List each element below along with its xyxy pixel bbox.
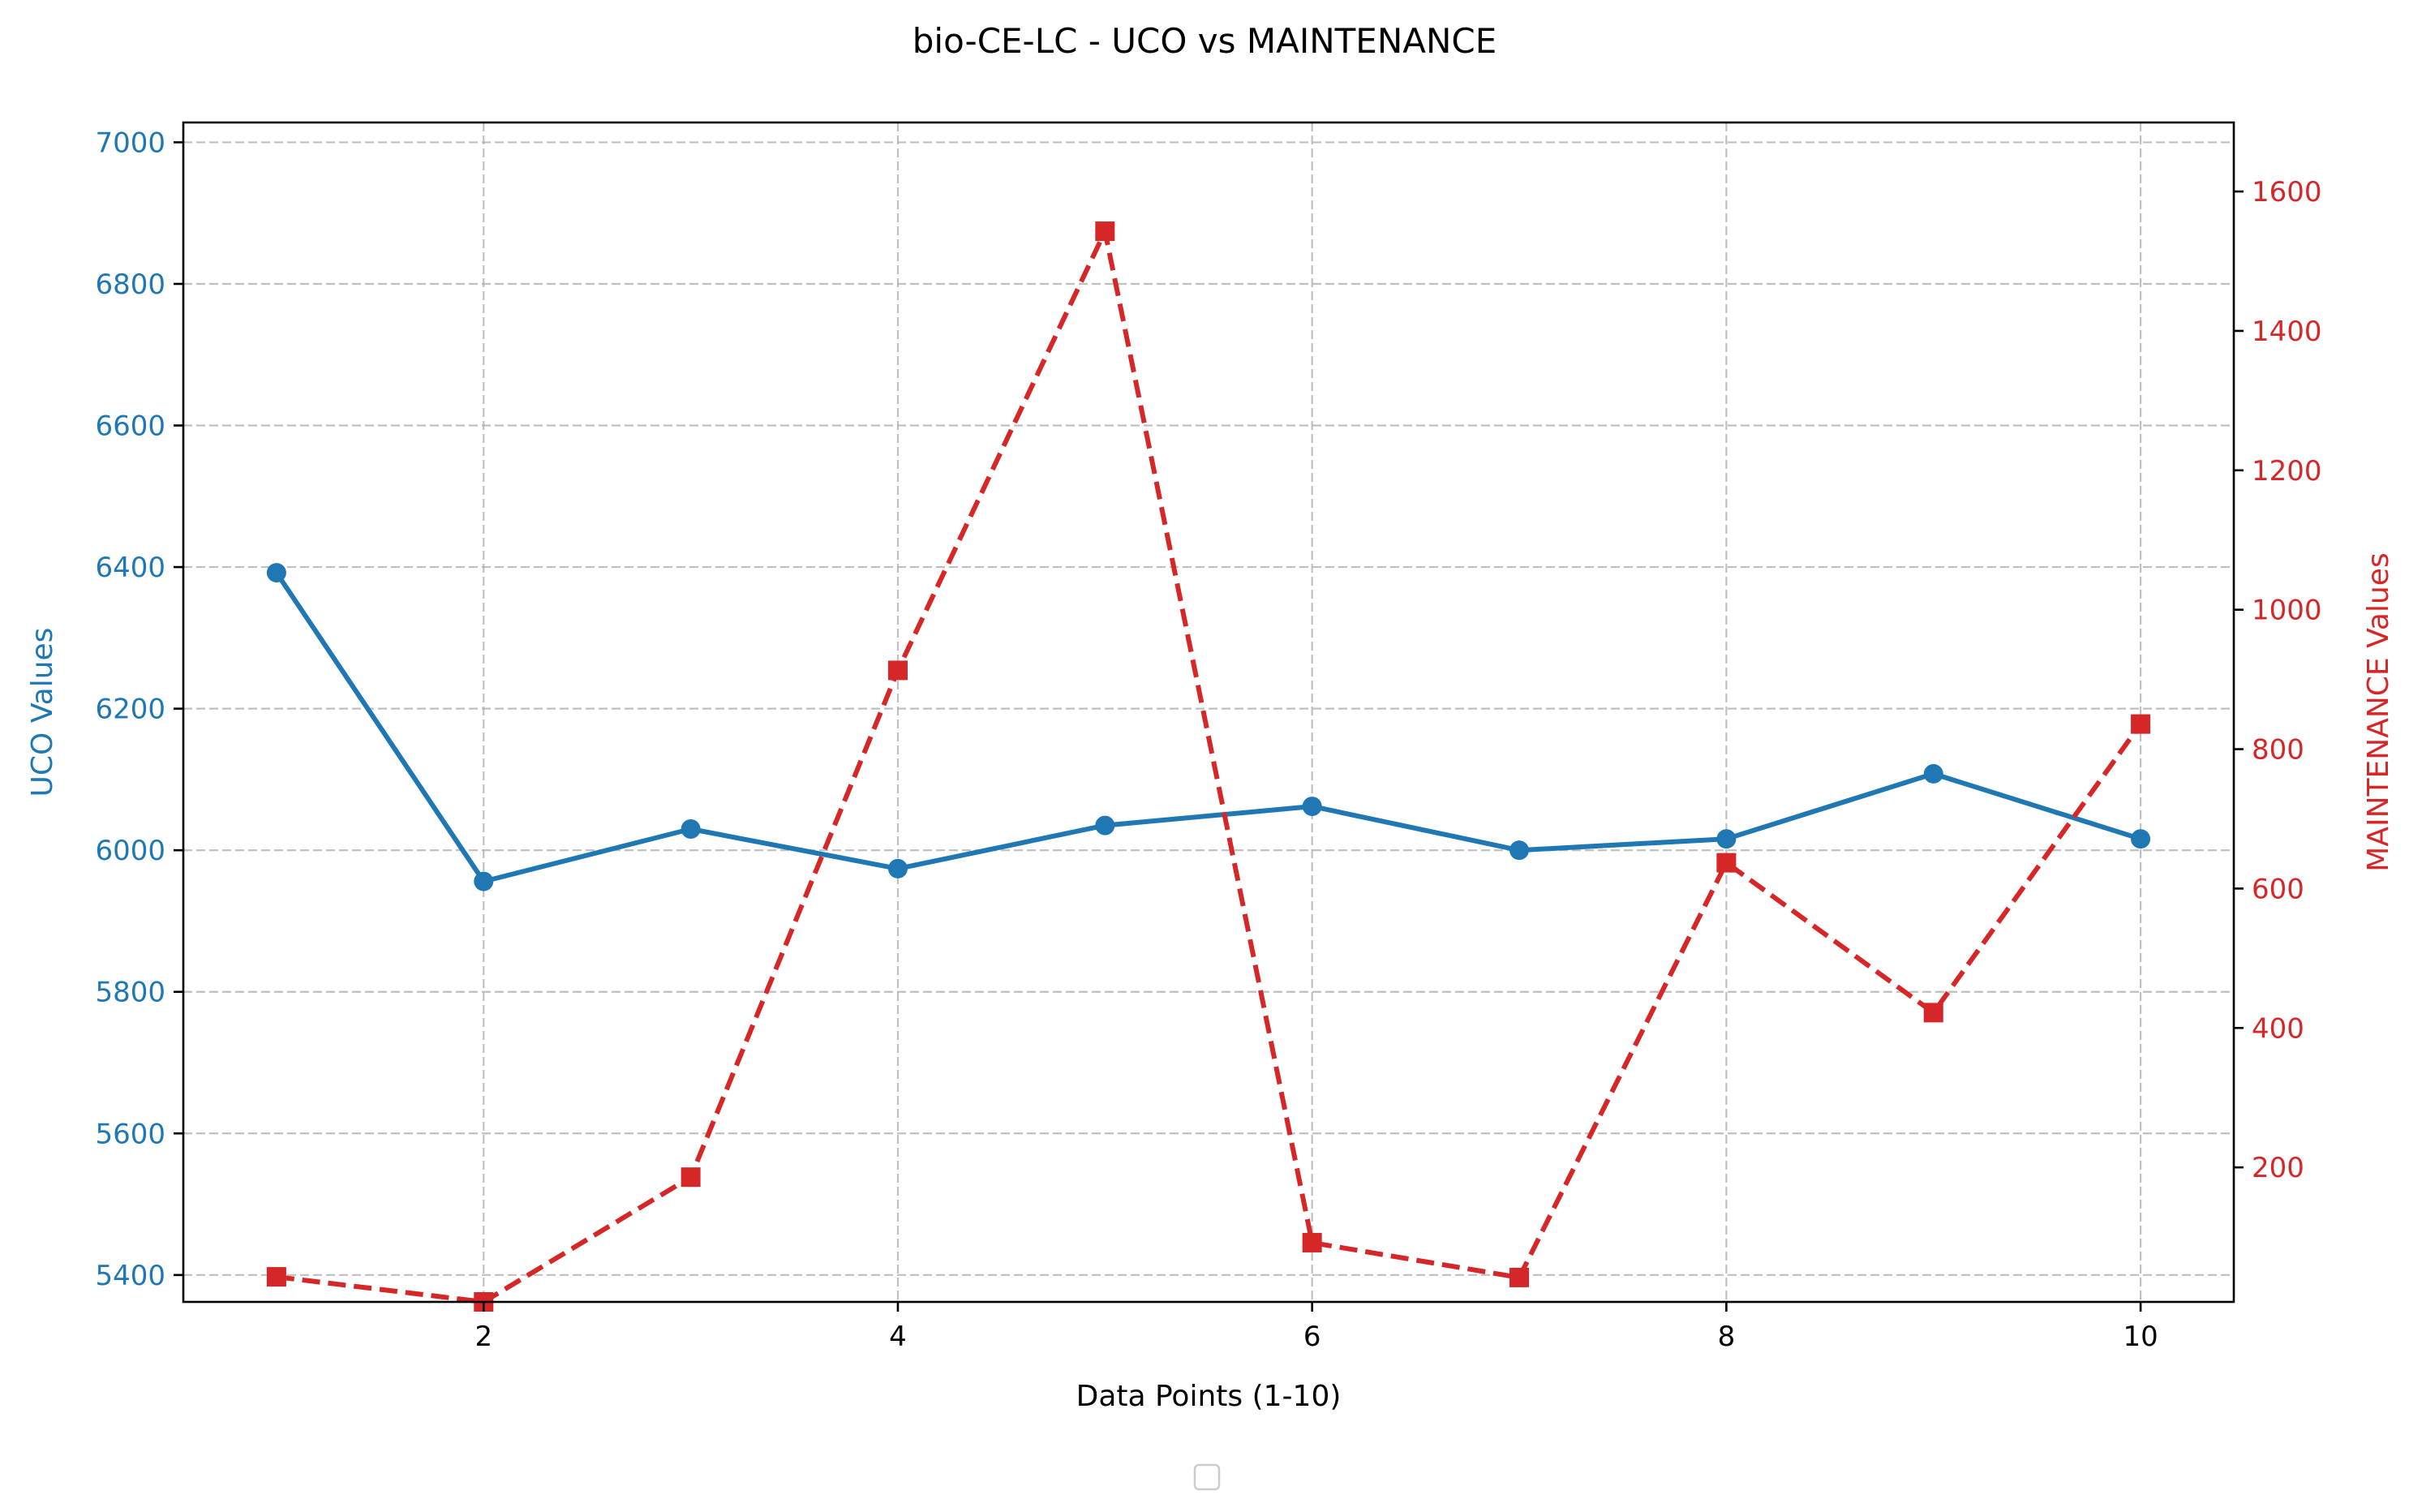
left-tick-label: 6400 [95,552,165,584]
uco-line [274,571,2141,884]
maintenance-line [276,229,2143,1304]
left-axis-label: UCO Values [26,628,59,797]
maintenance-point [266,1267,286,1287]
maintenance-point [1509,1267,1530,1287]
right-tick-label: 1200 [2252,455,2322,488]
uco-point [887,858,908,878]
left-tick-label: 6200 [95,694,165,726]
left-tick-label: 6600 [95,410,165,443]
legend-box [1193,1463,1221,1491]
x-tick-label: 6 [1303,1321,1321,1353]
uco-point [681,819,701,840]
right-axis-label: MAINTENANCE Values [2362,552,2395,871]
left-tick-label: 5600 [95,1118,165,1150]
right-tick-label: 800 [2252,734,2304,767]
left-axis-ticks: 5400 5600 5800 6000 6200 6400 6600 6800 7000 [95,127,183,1292]
uco-point [1095,815,1115,835]
uco-point [1923,763,1943,784]
chart-title: bio-CE-LC - UCO vs MAINTENANCE [912,21,1497,61]
right-tick-label: 400 [2252,1012,2304,1045]
uco-point [1509,840,1530,861]
x-tick-label: 2 [474,1321,492,1353]
maintenance-point [1302,1232,1322,1252]
x-tick-label: 10 [2123,1321,2158,1353]
maintenance-point [887,660,908,681]
left-tick-label: 5800 [95,977,165,1009]
uco-point [2131,829,2151,849]
uco-point [474,871,494,891]
right-tick-label: 1400 [2252,316,2322,348]
left-tick-label: 6000 [95,835,165,867]
right-tick-label: 200 [2252,1152,2304,1184]
plot-frame [182,121,2235,1304]
left-tick-label: 5400 [95,1260,165,1292]
x-axis-ticks: 2 4 6 8 10 [474,1302,2158,1353]
maintenance-point [1923,1003,1943,1023]
right-tick-label: 600 [2252,873,2304,905]
x-tick-label: 8 [1718,1321,1736,1353]
x-axis-label: Data Points (1-10) [1076,1380,1342,1413]
maintenance-point [2131,714,2151,734]
grid [183,122,2234,1302]
left-tick-label: 7000 [95,127,165,159]
right-tick-label: 1600 [2252,176,2322,208]
uco-point [266,563,286,583]
uco-point [1716,829,1737,849]
uco-series [266,563,2151,891]
uco-point [1302,797,1322,817]
maintenance-point [1095,221,1115,242]
right-tick-label: 1000 [2252,595,2322,627]
maintenance-point [681,1167,701,1188]
left-tick-label: 6800 [95,268,165,301]
maintenance-point [1716,853,1737,873]
x-tick-label: 4 [889,1321,907,1353]
right-axis-ticks: 200 400 600 800 1000 1200 1400 1600 [2234,176,2322,1184]
